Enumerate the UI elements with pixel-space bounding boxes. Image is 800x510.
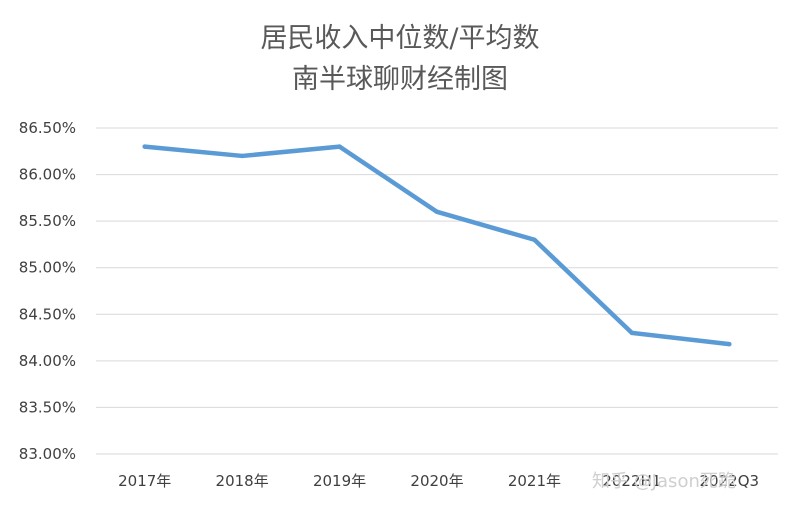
x-axis-ticks: 2017年 2018年 2019年 2020年 2021年 2022H1 2022Q3 — [118, 472, 759, 490]
x-tick-label: 2021年 — [508, 472, 561, 490]
chart-subtitle: 南半球聊财经制图 — [292, 64, 508, 95]
gridlines — [96, 127, 778, 455]
data-point — [727, 341, 732, 347]
data-point — [142, 144, 147, 149]
x-tick-label: 2020年 — [410, 472, 463, 490]
x-tick-label: 2017年 — [118, 472, 171, 490]
y-axis-ticks: 86.50% 86.00% 85.50% 85.00% 84.50% 84.00% 83.5… — [19, 119, 76, 463]
data-point — [337, 144, 342, 149]
y-tick-label: 84.50% — [19, 305, 76, 323]
y-tick-label: 86.50% — [19, 119, 76, 137]
x-tick-label: 2022H1 — [602, 472, 661, 490]
x-tick-label: 2018年 — [216, 472, 269, 490]
y-tick-label: 83.50% — [19, 398, 76, 416]
series-group — [142, 144, 732, 347]
data-point — [629, 330, 635, 336]
y-tick-label: 84.00% — [19, 352, 76, 370]
data-point — [434, 209, 440, 215]
y-tick-label: 85.50% — [19, 212, 76, 230]
y-tick-label: 85.00% — [19, 259, 76, 277]
data-point — [239, 153, 245, 159]
x-tick-label: 2019年 — [313, 472, 366, 490]
chart-title: 居民收入中位数/平均数 — [260, 23, 539, 54]
y-tick-label: 83.00% — [19, 445, 76, 463]
y-tick-label: 86.00% — [19, 166, 76, 184]
watermark: 知乎 @Jason死跪 — [592, 471, 736, 492]
data-point — [532, 237, 537, 242]
x-tick-label: 2022Q3 — [700, 472, 760, 490]
